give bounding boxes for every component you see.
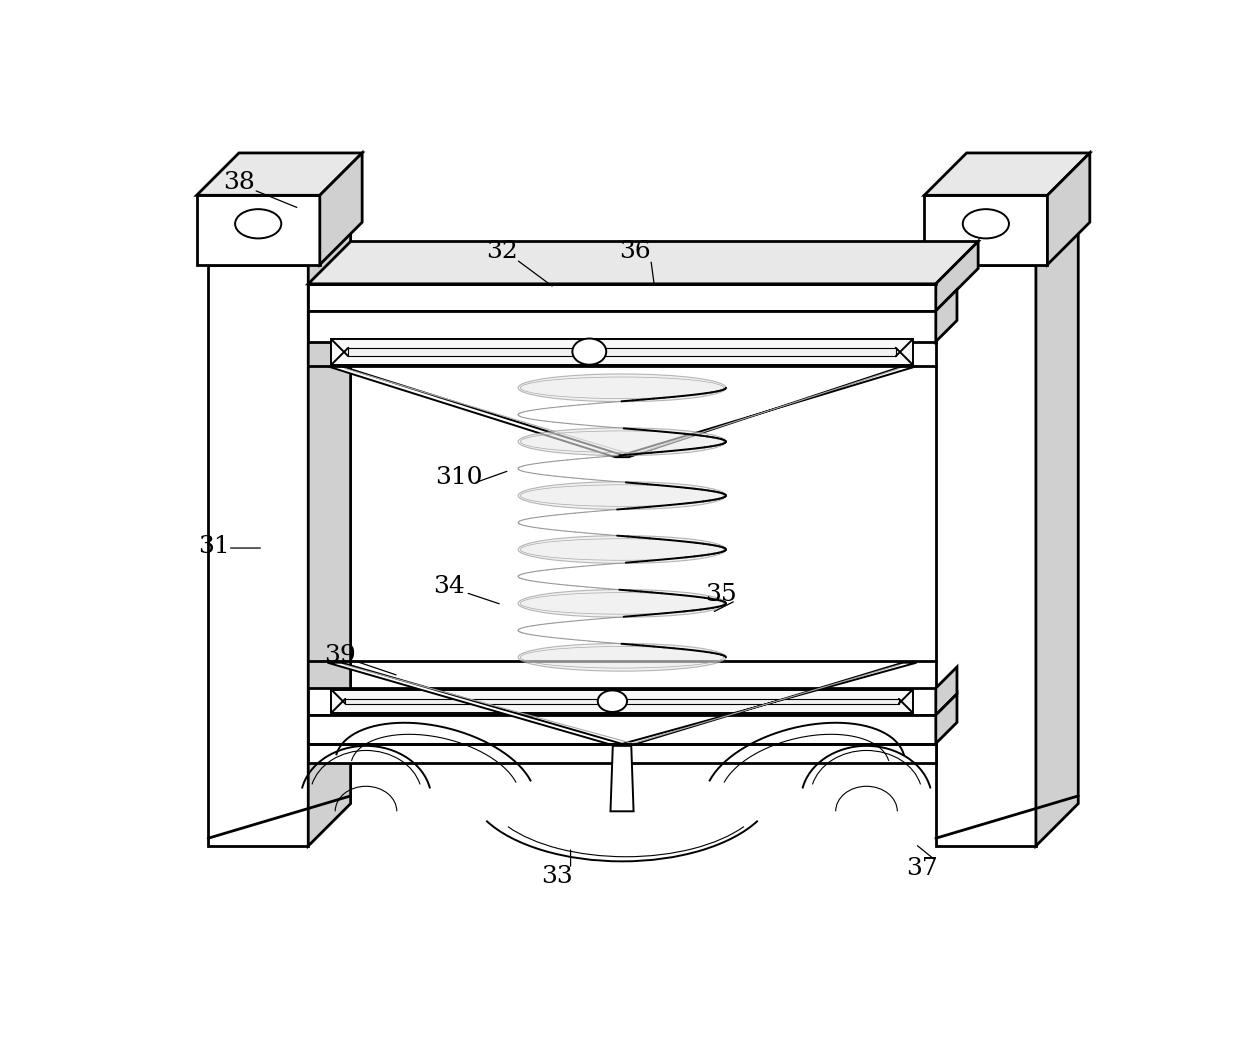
- Ellipse shape: [518, 644, 725, 671]
- Text: 33: 33: [542, 865, 573, 888]
- Polygon shape: [1048, 153, 1090, 265]
- Polygon shape: [327, 366, 629, 457]
- Polygon shape: [924, 153, 1090, 195]
- Ellipse shape: [236, 209, 281, 238]
- Polygon shape: [309, 311, 936, 341]
- Text: 37: 37: [906, 857, 937, 880]
- Ellipse shape: [518, 374, 725, 402]
- Polygon shape: [936, 265, 1035, 846]
- Polygon shape: [615, 663, 916, 745]
- Polygon shape: [615, 366, 916, 457]
- Polygon shape: [309, 688, 936, 715]
- Ellipse shape: [518, 427, 725, 456]
- Text: 35: 35: [706, 584, 738, 607]
- Polygon shape: [197, 195, 320, 265]
- Ellipse shape: [598, 691, 627, 712]
- Polygon shape: [208, 265, 309, 846]
- Polygon shape: [309, 242, 978, 284]
- Polygon shape: [1035, 223, 1079, 846]
- Polygon shape: [327, 663, 629, 745]
- Text: 39: 39: [324, 644, 356, 667]
- Polygon shape: [309, 223, 351, 846]
- Polygon shape: [936, 290, 957, 341]
- Polygon shape: [208, 223, 351, 265]
- Ellipse shape: [518, 482, 725, 509]
- Polygon shape: [320, 153, 362, 265]
- Polygon shape: [345, 699, 899, 704]
- Text: 34: 34: [434, 575, 465, 598]
- Ellipse shape: [518, 536, 725, 564]
- Text: 36: 36: [620, 239, 651, 262]
- Polygon shape: [309, 743, 936, 762]
- Ellipse shape: [962, 209, 1009, 238]
- Polygon shape: [309, 715, 936, 743]
- Ellipse shape: [573, 338, 606, 364]
- Polygon shape: [936, 223, 1079, 265]
- Ellipse shape: [518, 589, 725, 617]
- Polygon shape: [331, 339, 913, 364]
- Polygon shape: [936, 242, 978, 311]
- Polygon shape: [936, 667, 957, 715]
- Text: 38: 38: [223, 171, 255, 194]
- Polygon shape: [936, 694, 957, 743]
- Text: 32: 32: [486, 239, 518, 262]
- Polygon shape: [309, 284, 936, 311]
- Text: 310: 310: [435, 466, 482, 489]
- Polygon shape: [610, 746, 634, 812]
- Polygon shape: [197, 153, 362, 195]
- Polygon shape: [348, 348, 895, 356]
- Polygon shape: [924, 195, 1048, 265]
- Polygon shape: [331, 690, 913, 713]
- Text: 31: 31: [197, 534, 229, 558]
